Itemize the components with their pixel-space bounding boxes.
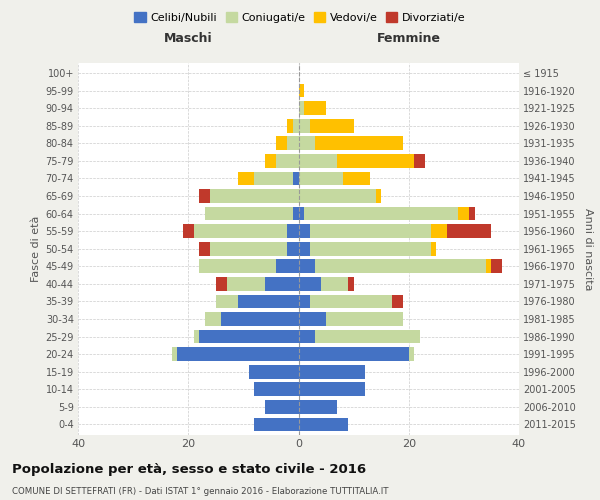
- Bar: [183, 224, 194, 238]
- Bar: [431, 224, 448, 238]
- Bar: [287, 242, 299, 256]
- Bar: [486, 260, 491, 273]
- Bar: [299, 189, 376, 203]
- Text: COMUNE DI SETTEFRATI (FR) - Dati ISTAT 1° gennaio 2016 - Elaborazione TUTTITALIA: COMUNE DI SETTEFRATI (FR) - Dati ISTAT 1…: [12, 486, 389, 496]
- Bar: [299, 348, 409, 361]
- Bar: [177, 348, 299, 361]
- Bar: [299, 294, 310, 308]
- Bar: [199, 330, 299, 344]
- Bar: [293, 207, 299, 220]
- Bar: [199, 242, 211, 256]
- Bar: [277, 154, 299, 168]
- Bar: [299, 102, 304, 115]
- Bar: [315, 136, 403, 150]
- Bar: [299, 207, 304, 220]
- Bar: [315, 260, 486, 273]
- Bar: [343, 172, 370, 185]
- Bar: [304, 207, 458, 220]
- Bar: [299, 418, 348, 432]
- Bar: [221, 312, 299, 326]
- Bar: [299, 119, 310, 132]
- Bar: [205, 312, 221, 326]
- Bar: [299, 136, 315, 150]
- Bar: [304, 102, 326, 115]
- Bar: [287, 136, 299, 150]
- Bar: [254, 418, 299, 432]
- Bar: [299, 365, 365, 378]
- Bar: [199, 260, 277, 273]
- Bar: [299, 224, 310, 238]
- Bar: [310, 119, 353, 132]
- Bar: [326, 312, 403, 326]
- Bar: [277, 136, 287, 150]
- Bar: [265, 154, 277, 168]
- Bar: [205, 207, 293, 220]
- Bar: [448, 224, 491, 238]
- Bar: [254, 382, 299, 396]
- Bar: [299, 312, 326, 326]
- Bar: [299, 172, 343, 185]
- Bar: [458, 207, 469, 220]
- Y-axis label: Fasce di età: Fasce di età: [31, 216, 41, 282]
- Bar: [199, 189, 211, 203]
- Bar: [227, 277, 265, 290]
- Bar: [293, 172, 299, 185]
- Bar: [310, 294, 392, 308]
- Bar: [172, 348, 177, 361]
- Bar: [238, 294, 299, 308]
- Bar: [211, 242, 287, 256]
- Bar: [194, 224, 287, 238]
- Bar: [287, 224, 299, 238]
- Bar: [265, 277, 299, 290]
- Text: Maschi: Maschi: [164, 32, 212, 45]
- Bar: [211, 189, 299, 203]
- Bar: [194, 330, 199, 344]
- Bar: [392, 294, 403, 308]
- Bar: [287, 119, 293, 132]
- Bar: [299, 260, 315, 273]
- Bar: [299, 330, 315, 344]
- Bar: [299, 242, 310, 256]
- Bar: [491, 260, 502, 273]
- Bar: [409, 348, 414, 361]
- Bar: [249, 365, 299, 378]
- Bar: [376, 189, 381, 203]
- Bar: [265, 400, 299, 413]
- Bar: [315, 330, 420, 344]
- Bar: [293, 119, 299, 132]
- Bar: [299, 84, 304, 98]
- Bar: [469, 207, 475, 220]
- Text: Femmine: Femmine: [377, 32, 441, 45]
- Bar: [320, 277, 348, 290]
- Bar: [414, 154, 425, 168]
- Bar: [337, 154, 414, 168]
- Bar: [299, 382, 365, 396]
- Bar: [238, 172, 254, 185]
- Y-axis label: Anni di nascita: Anni di nascita: [583, 208, 593, 290]
- Text: Popolazione per età, sesso e stato civile - 2016: Popolazione per età, sesso e stato civil…: [12, 462, 366, 475]
- Bar: [216, 277, 227, 290]
- Bar: [299, 400, 337, 413]
- Bar: [431, 242, 436, 256]
- Legend: Celibi/Nubili, Coniugati/e, Vedovi/e, Divorziati/e: Celibi/Nubili, Coniugati/e, Vedovi/e, Di…: [130, 8, 470, 28]
- Bar: [310, 242, 431, 256]
- Bar: [299, 154, 337, 168]
- Bar: [310, 224, 431, 238]
- Bar: [216, 294, 238, 308]
- Bar: [348, 277, 353, 290]
- Bar: [254, 172, 293, 185]
- Bar: [299, 277, 320, 290]
- Bar: [277, 260, 299, 273]
